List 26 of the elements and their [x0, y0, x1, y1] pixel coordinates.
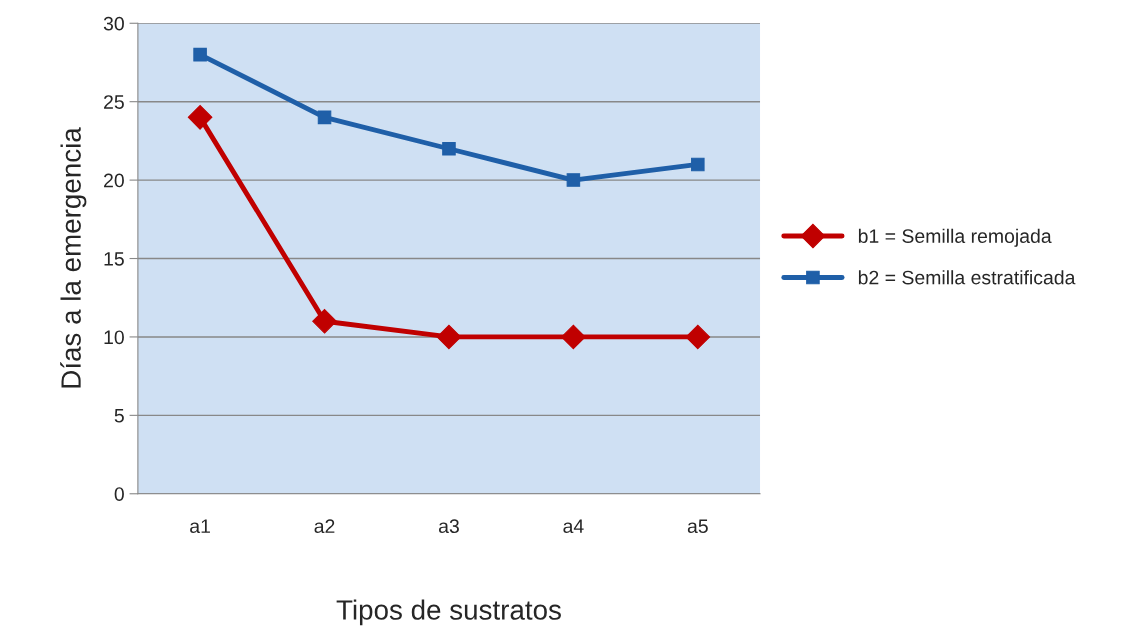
point: [561, 324, 586, 350]
y-tick-label: 0: [114, 487, 124, 501]
y-tick-label: 20: [104, 173, 124, 188]
x-tick-label: a3: [438, 519, 459, 534]
point: [193, 47, 207, 62]
point: [691, 157, 705, 172]
x-tick-label: a2: [314, 519, 335, 534]
point: [317, 110, 332, 125]
point: [566, 173, 581, 187]
point: [442, 141, 456, 156]
point: [685, 324, 711, 350]
x-tick-label: a4: [563, 519, 584, 534]
point: [187, 105, 213, 130]
point: [436, 324, 462, 350]
y-tick-label: 30: [103, 16, 124, 31]
point: [312, 308, 337, 334]
x-axis-title: Tipos de sustratos: [336, 599, 561, 626]
y-tick-label: 5: [114, 409, 124, 423]
y-axis-title: Días a la emergencia: [60, 127, 87, 388]
x-tick-label: a5: [687, 519, 708, 534]
y-tick-label: 15: [104, 252, 124, 266]
y-tick-label: 10: [104, 330, 124, 345]
y-tick-label: 25: [104, 95, 124, 109]
x-tick-label: a1: [190, 519, 210, 534]
legend-label: b2 = Semilla estratificada: [858, 270, 1076, 285]
legend-label: b1 = Semilla remojada: [858, 228, 1052, 247]
